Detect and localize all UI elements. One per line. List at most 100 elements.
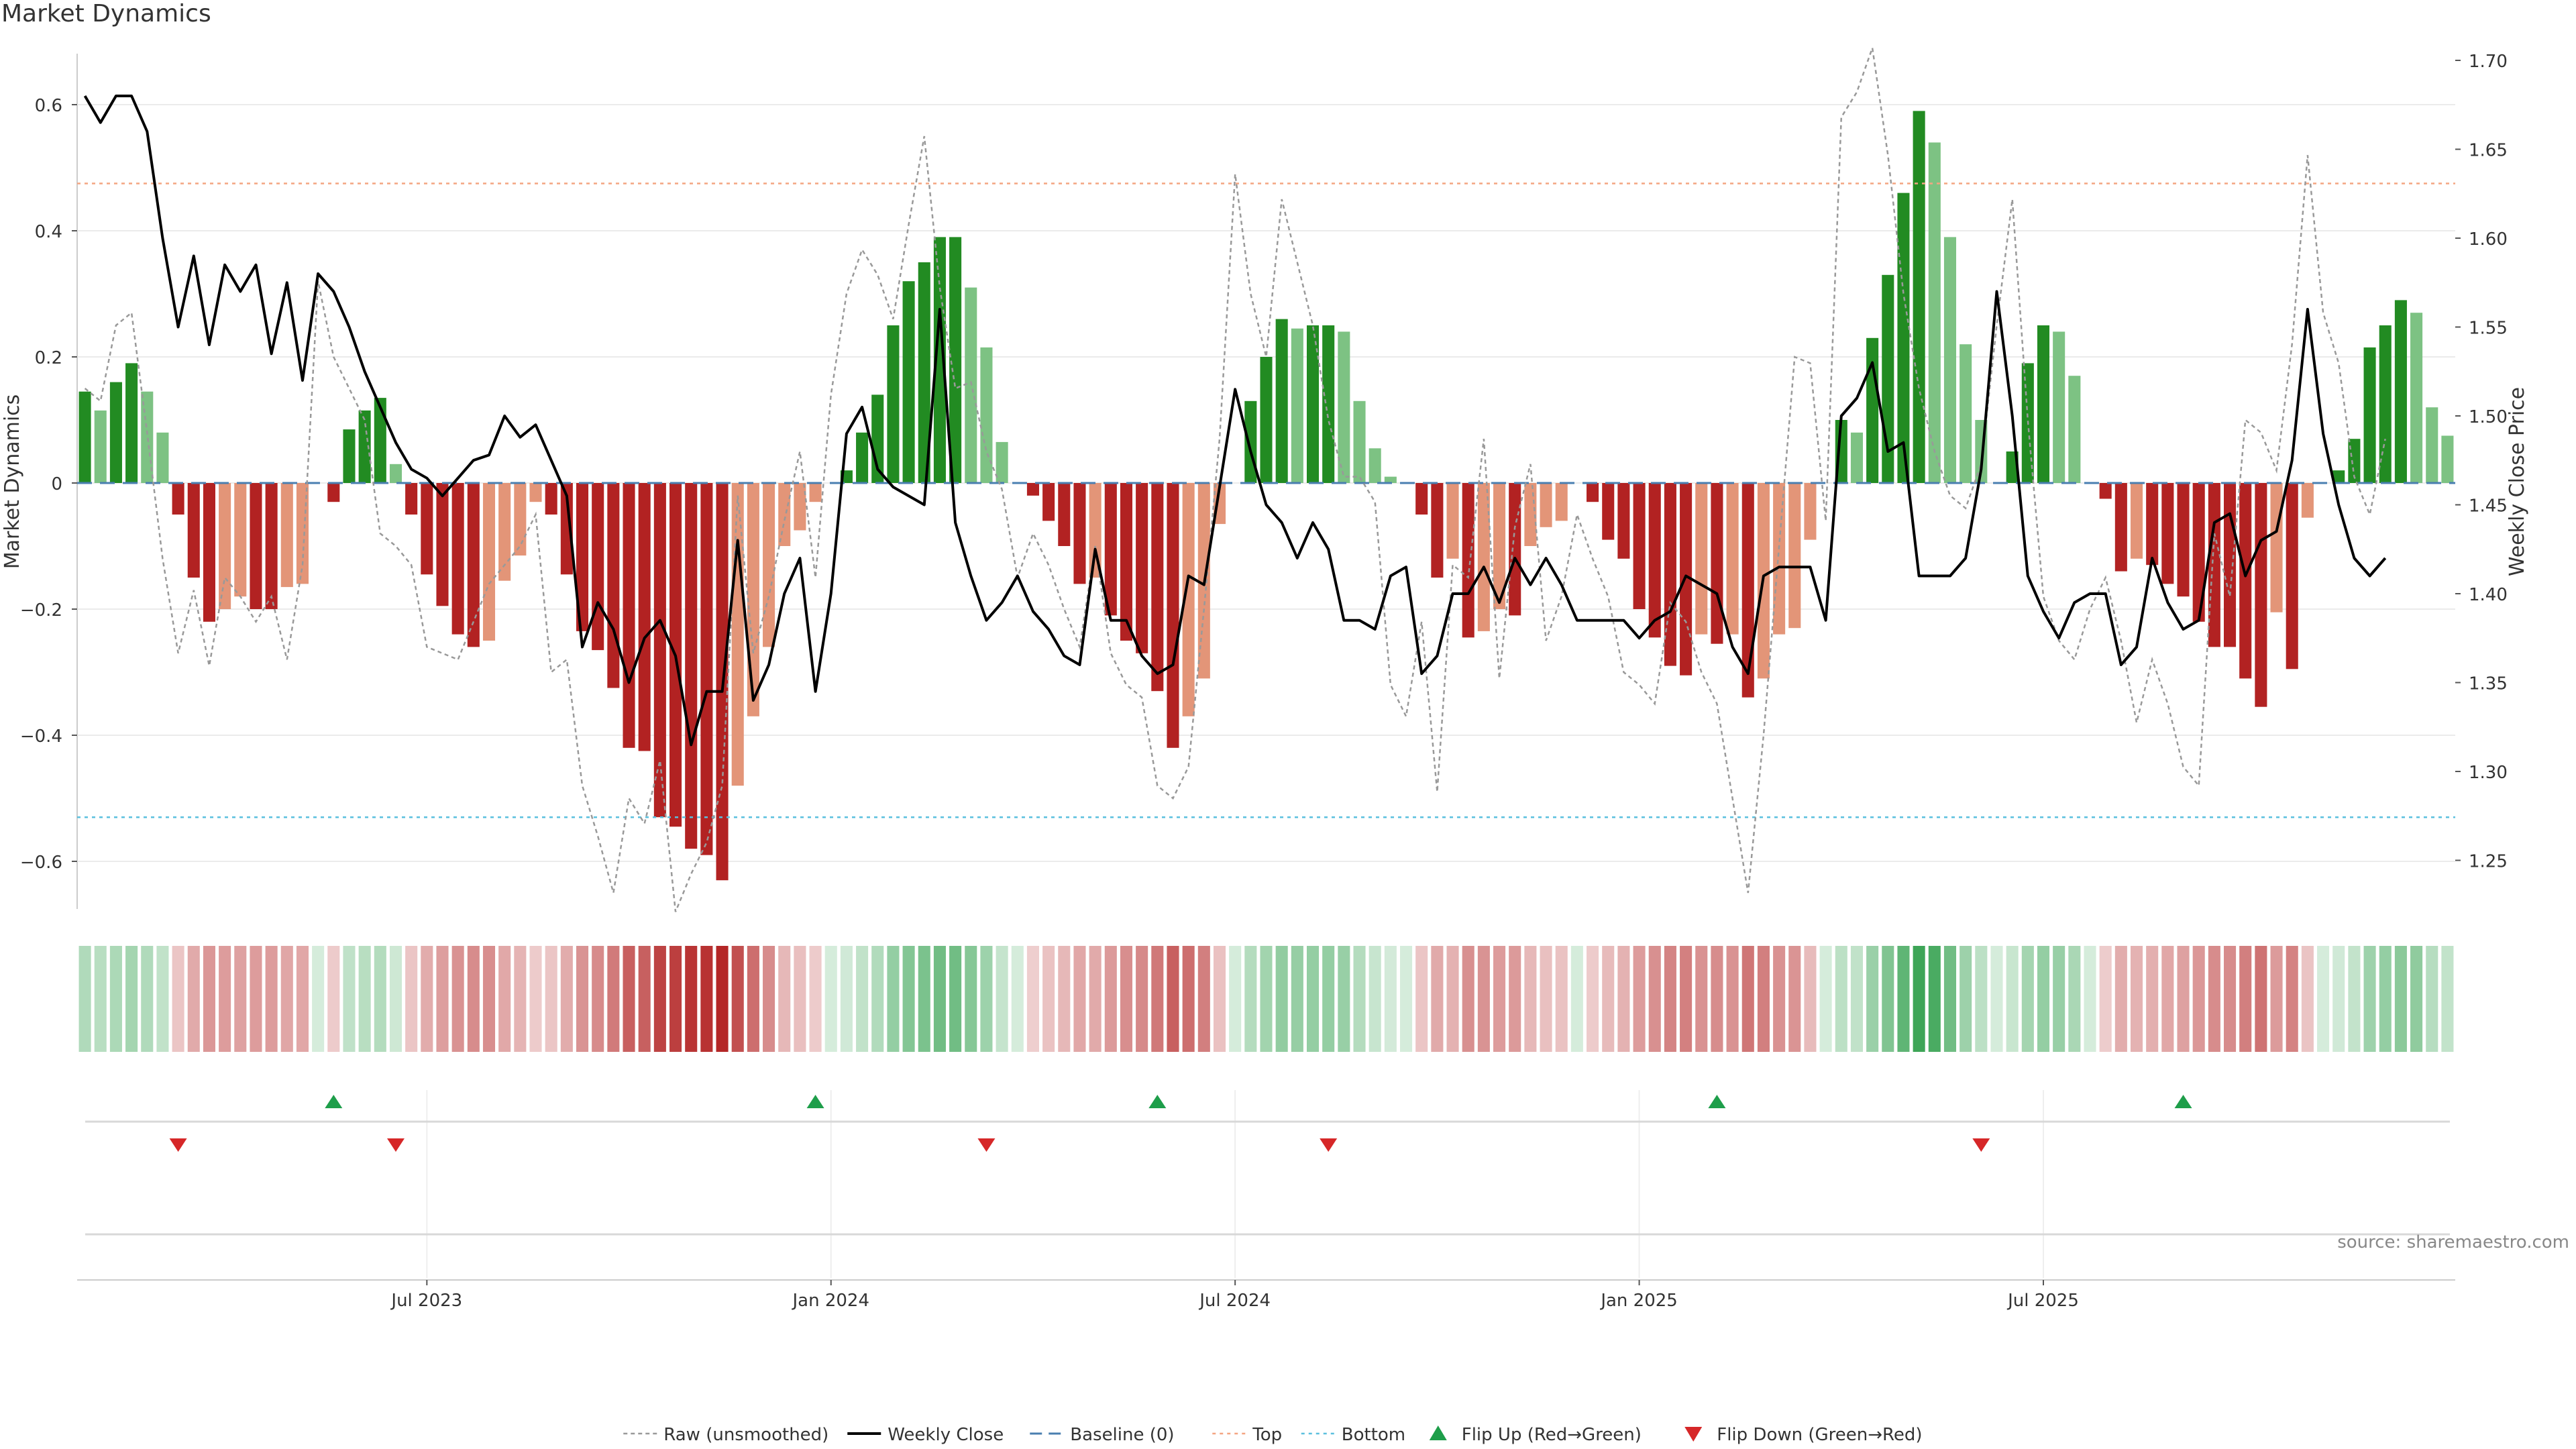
heat-strip-cell xyxy=(2006,946,2019,1052)
dynamics-bar xyxy=(2053,331,2065,483)
dynamics-bar xyxy=(747,483,759,716)
heat-strip-cell xyxy=(794,946,806,1052)
dynamics-bar xyxy=(1913,111,1925,483)
heat-strip-cell xyxy=(2441,946,2454,1052)
heat-strip-cell xyxy=(1819,946,1832,1052)
dynamics-bar xyxy=(1431,483,1444,578)
heat-strip-cell xyxy=(296,946,309,1052)
dynamics-bar xyxy=(1726,483,1739,635)
heat-strip-cell xyxy=(451,946,464,1052)
heat-strip-cell xyxy=(1540,946,1552,1052)
dynamics-bar xyxy=(1695,483,1708,635)
dynamics-bar xyxy=(623,483,635,748)
heat-strip-cell xyxy=(1990,946,2003,1052)
dynamics-bar xyxy=(2255,483,2267,707)
heat-strip-cell xyxy=(482,946,496,1052)
dynamics-bar xyxy=(514,483,527,556)
dynamics-bar xyxy=(1804,483,1817,540)
dynamics-bar xyxy=(1664,483,1676,666)
heat-strip-cell xyxy=(1136,946,1148,1052)
legend-item: Raw (unsmoothed) xyxy=(623,1425,828,1445)
heat-strip-cell xyxy=(405,946,418,1052)
dynamics-bar xyxy=(949,237,962,483)
dynamics-bar xyxy=(1042,483,1055,521)
dynamics-bar xyxy=(2363,347,2376,483)
heat-strip-cell xyxy=(638,946,651,1052)
dynamics-bar xyxy=(2410,313,2423,483)
heat-strip-cell xyxy=(1338,946,1350,1052)
dynamics-bar xyxy=(731,483,744,786)
heat-strip-cell xyxy=(1835,946,1847,1052)
heat-strip-cell xyxy=(467,946,480,1052)
heat-strip-cell xyxy=(1633,946,1646,1052)
heat-strip-cell xyxy=(2379,946,2392,1052)
dynamics-bar xyxy=(2208,483,2220,647)
heat-strip-cell xyxy=(1804,946,1817,1052)
dynamics-bar xyxy=(2192,483,2205,622)
ytick-label-left: −0.4 xyxy=(20,727,62,747)
heat-strip-cell xyxy=(1493,946,1506,1052)
dynamics-bar xyxy=(1058,483,1071,546)
heat-strip-cell xyxy=(887,946,900,1052)
heat-strip-cell xyxy=(327,946,340,1052)
heat-strip-cell xyxy=(669,946,682,1052)
dynamics-bar xyxy=(996,441,1008,483)
dynamics-bar xyxy=(482,483,496,641)
dynamics-bar xyxy=(1089,483,1102,578)
dynamics-bar xyxy=(94,410,107,483)
dynamics-bar xyxy=(2286,483,2298,669)
dynamics-bar xyxy=(685,483,698,849)
heat-strip-cell xyxy=(2037,946,2050,1052)
heat-strip-cell xyxy=(1509,946,1521,1052)
heat-strip-cell xyxy=(2161,946,2174,1052)
heat-strip-cell xyxy=(2363,946,2376,1052)
heat-strip-cell xyxy=(1570,946,1583,1052)
dynamics-bar xyxy=(1104,483,1117,616)
heat-strip-cell xyxy=(2286,946,2298,1052)
ytick-label-right: 1.60 xyxy=(2469,229,2508,250)
dynamics-bar xyxy=(203,483,215,622)
heat-strip-cell xyxy=(1104,946,1117,1052)
heat-strip-cell xyxy=(1587,946,1599,1052)
heat-strip-cell xyxy=(2332,946,2345,1052)
dynamics-bar xyxy=(2223,483,2237,647)
heat-strip-cell xyxy=(2255,946,2267,1052)
flip-down-marker xyxy=(169,1138,187,1152)
legend-label: Weekly Close xyxy=(888,1425,1004,1445)
xtick-label: Jan 2024 xyxy=(791,1291,869,1311)
dynamics-bar xyxy=(1493,483,1506,609)
raw-line xyxy=(84,47,2386,912)
heat-strip-cell xyxy=(358,946,371,1052)
ylabel-left: Market Dynamics xyxy=(1,394,24,570)
heat-strip-cell xyxy=(1897,946,1910,1052)
heat-strip-cell xyxy=(2208,946,2220,1052)
dynamics-bar xyxy=(700,483,713,855)
heat-strip-cell xyxy=(856,946,869,1052)
heat-strip-cell xyxy=(2192,946,2205,1052)
dynamics-bar xyxy=(234,483,247,597)
heat-strip-cell xyxy=(1073,946,1086,1052)
heat-strip-cell xyxy=(1291,946,1303,1052)
legend-label: Flip Up (Red→Green) xyxy=(1462,1425,1642,1445)
dynamics-bar xyxy=(1368,448,1381,483)
dynamics-bar xyxy=(2441,435,2454,483)
dynamics-bar xyxy=(156,432,169,483)
ytick-label-right: 1.45 xyxy=(2469,496,2508,517)
legend-item: Bottom xyxy=(1301,1425,1405,1445)
legend-item: Top xyxy=(1212,1425,1282,1445)
dynamics-bar xyxy=(576,483,589,631)
dynamics-bar xyxy=(1587,483,1599,502)
dynamics-bar xyxy=(436,483,449,606)
ylabel-right: Weekly Close Price xyxy=(2506,387,2529,576)
dynamics-bar xyxy=(1384,476,1397,483)
dynamics-bar xyxy=(405,483,418,515)
dynamics-bar xyxy=(809,483,822,502)
dynamics-bar xyxy=(1353,400,1366,483)
dynamics-bar xyxy=(794,483,806,531)
heat-strip-cell xyxy=(2146,946,2159,1052)
dynamics-bar xyxy=(1711,483,1723,644)
heat-strip-cell xyxy=(250,946,262,1052)
ytick-label-left: −0.2 xyxy=(20,600,62,621)
heat-strip-cell xyxy=(1680,946,1693,1052)
dynamics-bar xyxy=(1928,142,1941,483)
